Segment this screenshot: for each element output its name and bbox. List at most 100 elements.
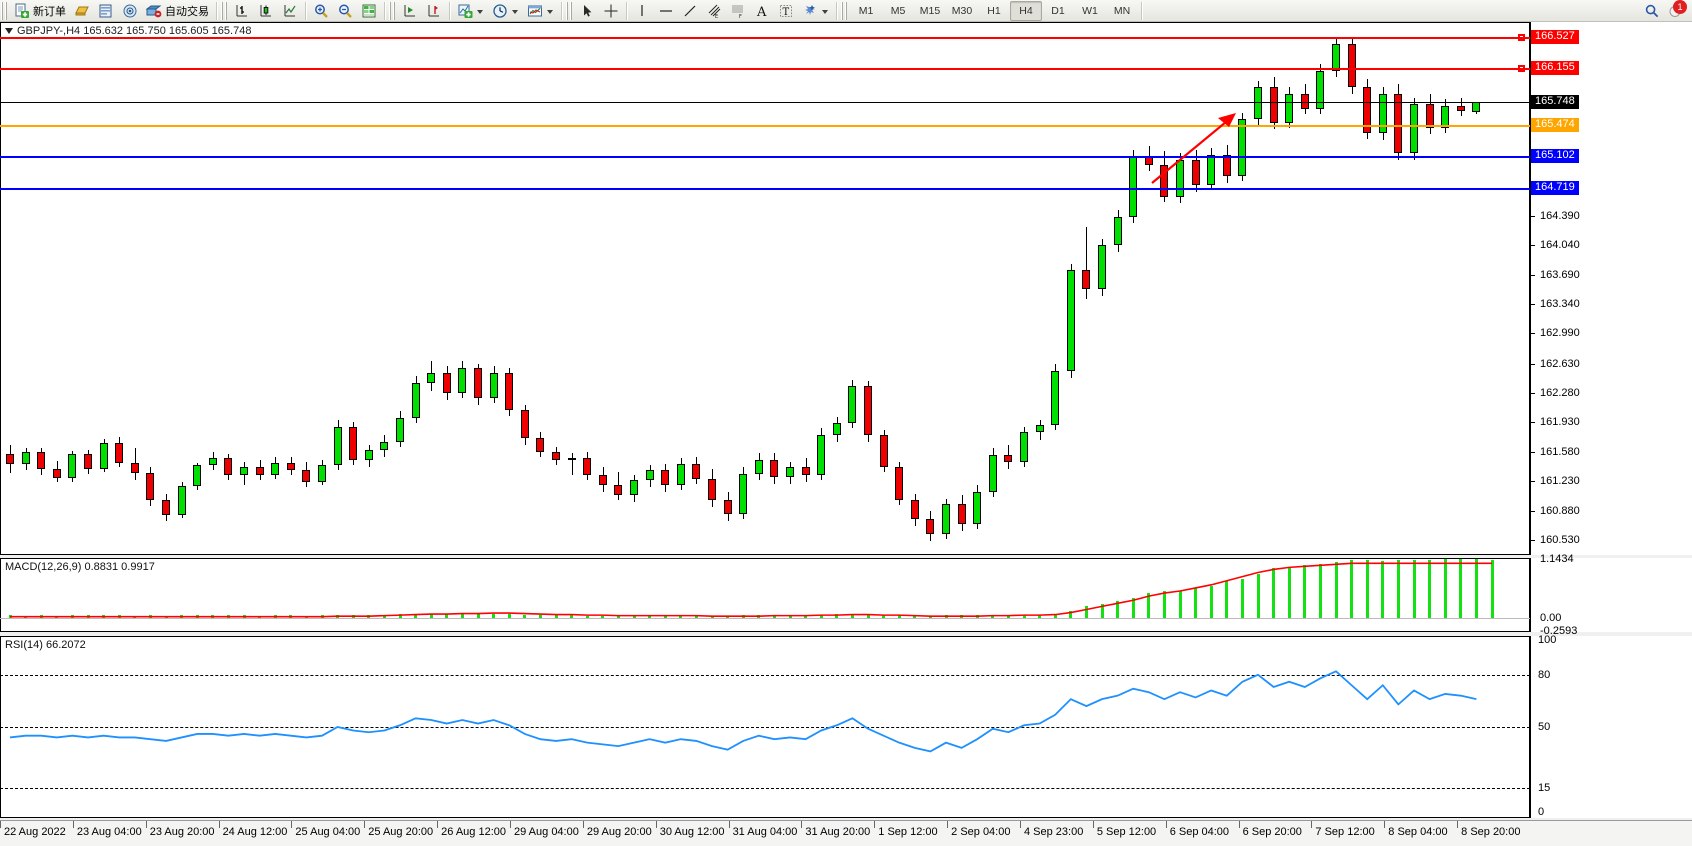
time-axis-label: 7 Sep 12:00 [1315, 826, 1375, 838]
price-scale[interactable] [1530, 22, 1692, 555]
macd-histogram-bar [492, 613, 496, 618]
candle-body [583, 458, 592, 476]
grid-button[interactable] [357, 0, 381, 22]
level-line-support-upper[interactable] [0, 156, 1530, 159]
level-line-support-lower[interactable] [0, 188, 1530, 191]
candle-body [770, 460, 779, 477]
toolbar-grip[interactable] [1, 1, 8, 20]
candle-body [1456, 105, 1465, 111]
chevron-down-icon[interactable] [477, 9, 483, 14]
level-line-resistance-lower[interactable] [0, 67, 1530, 70]
auto-scroll-button[interactable] [422, 0, 446, 22]
candle-body [1051, 371, 1060, 425]
notification-button[interactable]: 1 [1664, 0, 1688, 22]
timeframe-m30[interactable]: M30 [951, 4, 973, 17]
time-axis-tick [582, 821, 584, 828]
macd-histogram-bar [913, 615, 917, 618]
time-axis-tick [291, 821, 293, 828]
cursor-icon [579, 3, 595, 19]
time-axis-tick [1238, 821, 1240, 828]
chevron-down-icon[interactable] [547, 9, 553, 14]
macd-histogram-bar [507, 614, 511, 618]
templates-button[interactable] [523, 0, 558, 22]
toolbar-grip-4[interactable] [566, 1, 573, 20]
toolbar-grip-5[interactable] [841, 1, 848, 20]
price-tag-resistance-lower: 166.155 [1531, 60, 1579, 75]
macd-histogram-bar [320, 615, 324, 618]
symbol-expand-icon[interactable] [5, 28, 13, 34]
candle-body [427, 372, 436, 383]
toolbar-separator-2 [305, 1, 306, 20]
line-chart-button[interactable] [278, 0, 302, 22]
candle-body [988, 455, 997, 493]
zoom-in-button[interactable] [309, 0, 333, 22]
price-tick [1531, 393, 1535, 394]
level-line-current-price[interactable] [0, 101, 1530, 103]
navigator-button[interactable] [118, 0, 142, 22]
text-label-button[interactable]: T [774, 0, 798, 22]
candle-body [895, 466, 904, 501]
candle-body [708, 478, 716, 501]
timeframe-d1[interactable]: D1 [1051, 4, 1065, 17]
trendline-button[interactable] [678, 0, 702, 22]
timeframe-m1[interactable]: M1 [858, 4, 874, 17]
macd-histogram-bar [1334, 562, 1338, 618]
toolbar-grip-2[interactable] [221, 1, 228, 20]
candle-body [162, 500, 170, 515]
timeframe-mn[interactable]: MN [1113, 4, 1131, 17]
rsi-scale[interactable] [1530, 636, 1692, 818]
price-tick-label: 161.230 [1540, 475, 1580, 488]
candle-body [68, 454, 77, 478]
candle-body [255, 466, 264, 476]
candle-body [1269, 87, 1278, 123]
search-button[interactable] [1640, 0, 1664, 22]
candle-body [1082, 270, 1091, 289]
zoom-out-button[interactable] [333, 0, 357, 22]
chevron-down-icon[interactable] [822, 9, 828, 14]
vertical-line-button[interactable] [630, 0, 654, 22]
cursor-button[interactable] [575, 0, 599, 22]
toolbar-separator-6 [626, 1, 627, 20]
macd-histogram-bar [632, 615, 636, 618]
toolbar-separator-8 [1141, 1, 1142, 20]
price-tick-label: 162.990 [1540, 327, 1580, 340]
timeframe-h4[interactable]: H4 [1010, 0, 1042, 21]
new-order-button[interactable]: 新订单 [10, 0, 70, 22]
candle-body [37, 451, 46, 470]
timeframe-w1[interactable]: W1 [1082, 4, 1098, 17]
timeframe-h1[interactable]: H1 [987, 4, 1001, 17]
time-axis-label: 31 Aug 20:00 [805, 826, 871, 838]
autotrading-button[interactable]: 自动交易 [142, 0, 213, 22]
level-line-pivot-orange[interactable] [0, 124, 1530, 127]
toolbar-grip-3[interactable] [389, 1, 396, 20]
period-button[interactable] [488, 0, 523, 22]
time-axis-label: 1 Sep 12:00 [878, 826, 938, 838]
timeframe-m15[interactable]: M15 [919, 4, 941, 17]
crosshair-button[interactable] [599, 0, 623, 22]
chevron-down-icon[interactable] [512, 9, 518, 14]
add-indicator-button[interactable] [453, 0, 488, 22]
candlestick-chart-button[interactable] [254, 0, 278, 22]
profiles-button[interactable] [70, 0, 94, 22]
macd-histogram-bar [289, 615, 293, 618]
time-axis[interactable]: 22 Aug 2022 23 Aug 04:00 23 Aug 20:00 24 Au… [0, 820, 1692, 846]
text-button[interactable]: A [750, 0, 774, 22]
timeframe-m5[interactable]: M5 [890, 4, 906, 17]
shapes-button[interactable] [798, 0, 833, 22]
fibonacci-button[interactable]: F [726, 0, 750, 22]
macd-histogram-bar [1350, 560, 1354, 618]
bar-chart-button[interactable] [230, 0, 254, 22]
equidistant-channel-button[interactable]: E [702, 0, 726, 22]
macd-histogram-bar [1396, 560, 1400, 618]
candle-body [1020, 431, 1028, 462]
level-line-resistance-upper[interactable] [0, 36, 1530, 39]
navigator-icon [122, 3, 138, 19]
time-axis-label: 29 Aug 20:00 [586, 826, 652, 838]
shift-chart-button[interactable] [398, 0, 422, 22]
horizontal-line-button[interactable] [654, 0, 678, 22]
macd-pane[interactable] [0, 558, 1530, 632]
price-tick [1531, 274, 1535, 276]
macd-scale[interactable] [1530, 558, 1692, 632]
market-watch-button[interactable] [94, 0, 118, 22]
macd-histogram-bar [1069, 610, 1073, 618]
